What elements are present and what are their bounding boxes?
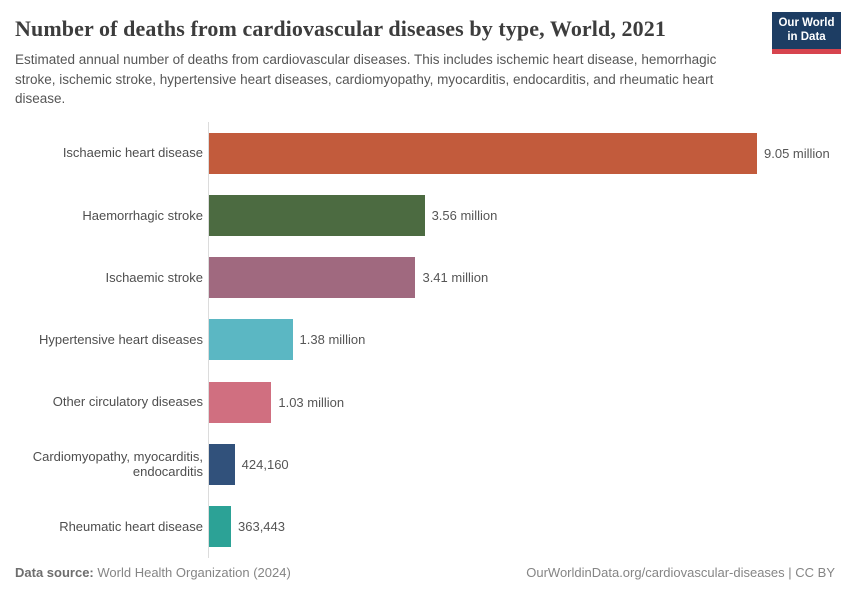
y-axis-line xyxy=(208,121,209,558)
category-label: Ischaemic stroke xyxy=(105,269,203,285)
bar-row: Rheumatic heart disease 363,443 xyxy=(15,496,835,558)
chart-footer: Data source: World Health Organization (… xyxy=(15,565,835,580)
bar-zone: 9.05 million xyxy=(209,132,835,174)
value-label: 9.05 million xyxy=(764,145,830,161)
data-source: Data source: World Health Organization (… xyxy=(15,565,291,580)
value-label: 363,443 xyxy=(238,519,285,535)
value-label: 424,160 xyxy=(241,456,289,472)
bar-zone: 1.38 million xyxy=(209,319,835,361)
category-label: Haemorrhagic stroke xyxy=(82,207,203,223)
value-label: 3.41 million xyxy=(422,270,489,286)
bar[interactable] xyxy=(209,443,235,485)
owid-logo-red-strip xyxy=(772,49,841,54)
category-label: Other circulatory diseases xyxy=(52,394,203,410)
bar-zone: 3.41 million xyxy=(209,257,835,299)
footer-citation-link[interactable]: OurWorldinData.org/cardiovascular-diseas… xyxy=(526,565,835,580)
chart-header: Number of deaths from cardiovascular dis… xyxy=(15,12,841,108)
owid-logo-line1: Our World xyxy=(778,16,835,29)
bar-row: Other circulatory diseases 1.03 million xyxy=(15,371,835,433)
bar-row: Ischaemic stroke 3.41 million xyxy=(15,246,835,308)
category-label: Rheumatic heart disease xyxy=(59,518,203,534)
bar[interactable] xyxy=(209,319,293,361)
chart-title: Number of deaths from cardiovascular dis… xyxy=(15,16,666,41)
bar-zone: 1.03 million xyxy=(209,381,835,423)
bar-zone: 424,160 xyxy=(209,443,835,485)
category-label: Cardiomyopathy, myocarditis, endocarditi… xyxy=(32,448,203,480)
bar-row: Cardiomyopathy, myocarditis, endocarditi… xyxy=(15,433,835,495)
bar-row: Haemorrhagic stroke 3.56 million xyxy=(15,184,835,246)
owid-logo[interactable]: Our World in Data xyxy=(772,12,841,54)
chart-subtitle: Estimated annual number of deaths from c… xyxy=(15,52,717,106)
bar[interactable] xyxy=(209,194,425,236)
category-label: Hypertensive heart diseases xyxy=(38,332,203,348)
bar-zone: 363,443 xyxy=(209,506,835,548)
bar[interactable] xyxy=(209,506,231,548)
owid-logo-text: Our World in Data xyxy=(772,12,841,49)
bar[interactable] xyxy=(209,381,272,423)
category-label: Ischaemic heart disease xyxy=(62,145,203,161)
data-source-value: World Health Organization (2024) xyxy=(97,565,291,580)
value-label: 1.03 million xyxy=(278,394,345,410)
value-label: 1.38 million xyxy=(299,332,366,348)
bar[interactable] xyxy=(209,257,416,299)
bar-row: Hypertensive heart diseases 1.38 million xyxy=(15,309,835,371)
bar-zone: 3.56 million xyxy=(209,194,835,236)
owid-logo-line2: in Data xyxy=(787,30,826,43)
bar-chart: Ischaemic heart disease 9.05 million Haemo… xyxy=(15,121,835,558)
data-source-label: Data source: xyxy=(15,565,94,580)
bar[interactable] xyxy=(209,132,757,174)
bar-rows: Ischaemic heart disease 9.05 million Haemo… xyxy=(15,122,835,558)
value-label: 3.56 million xyxy=(431,207,498,223)
bar-row: Ischaemic heart disease 9.05 million xyxy=(15,122,835,184)
